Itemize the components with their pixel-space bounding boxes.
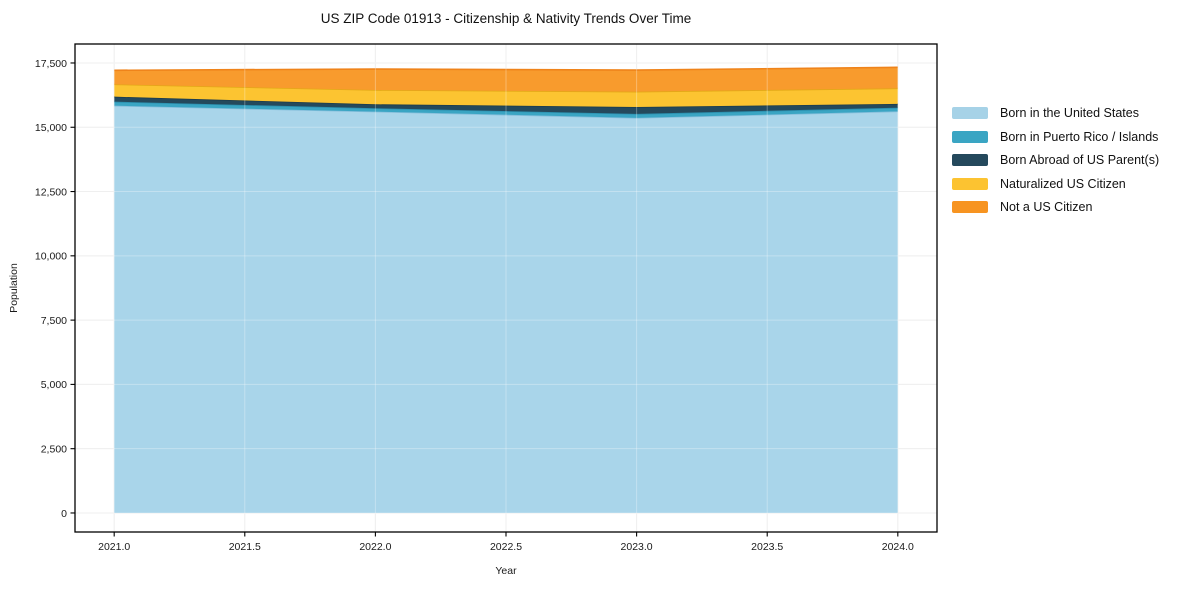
legend-label-born-abroad: Born Abroad of US Parent(s) bbox=[1000, 153, 1160, 167]
legend-swatch-born-in-us bbox=[952, 107, 988, 119]
svg-text:5,000: 5,000 bbox=[41, 379, 67, 391]
y-axis-label: Population bbox=[8, 263, 20, 313]
legend-swatch-born-puerto-rico bbox=[952, 130, 988, 143]
legend-label-born-in-us: Born in the United States bbox=[1000, 106, 1139, 120]
svg-text:2022.0: 2022.0 bbox=[359, 541, 391, 553]
legend: Born in the United States Born in Puerto… bbox=[952, 107, 1159, 225]
legend-label-not-citizen: Not a US Citizen bbox=[1000, 200, 1093, 214]
axis-tick-labels: 2021.0 2021.5 2022.0 2022.5 2023.0 2023.5 2024… bbox=[35, 58, 914, 553]
legend-entry-not-citizen: Not a US Citizen bbox=[952, 201, 1159, 213]
legend-label-born-puerto-rico: Born in Puerto Rico / Islands bbox=[1000, 129, 1159, 144]
svg-text:7,500: 7,500 bbox=[41, 315, 67, 327]
svg-text:2023.5: 2023.5 bbox=[751, 541, 783, 553]
legend-entry-born-abroad: Born Abroad of US Parent(s) bbox=[952, 154, 1159, 166]
svg-text:0: 0 bbox=[61, 508, 67, 520]
svg-text:10,000: 10,000 bbox=[35, 251, 67, 263]
legend-entry-naturalized: Naturalized US Citizen bbox=[952, 176, 1159, 191]
plot-border bbox=[74, 43, 938, 533]
svg-text:2024.0: 2024.0 bbox=[882, 541, 914, 553]
svg-text:2021.5: 2021.5 bbox=[229, 541, 261, 553]
legend-label-naturalized: Naturalized US Citizen bbox=[1000, 176, 1126, 191]
gridlines-over-areas bbox=[75, 44, 937, 532]
svg-text:2023.0: 2023.0 bbox=[621, 541, 653, 553]
chart-title: US ZIP Code 01913 - Citizenship & Nativi… bbox=[321, 11, 691, 26]
axis-ticks bbox=[70, 62, 899, 537]
svg-text:17,500: 17,500 bbox=[35, 58, 67, 70]
legend-swatch-naturalized bbox=[952, 177, 988, 190]
stacked-areas bbox=[114, 66, 898, 513]
x-axis-label: Year bbox=[495, 565, 517, 577]
svg-text:12,500: 12,500 bbox=[35, 186, 67, 198]
legend-entry-born-in-us: Born in the United States bbox=[952, 107, 1159, 119]
legend-entry-born-puerto-rico: Born in Puerto Rico / Islands bbox=[952, 129, 1159, 144]
svg-text:2022.5: 2022.5 bbox=[490, 541, 522, 553]
svg-text:15,000: 15,000 bbox=[35, 122, 67, 134]
legend-swatch-born-abroad bbox=[952, 154, 988, 166]
svg-text:2021.0: 2021.0 bbox=[98, 541, 130, 553]
svg-text:2,500: 2,500 bbox=[41, 443, 67, 455]
legend-swatch-not-citizen bbox=[952, 201, 988, 213]
